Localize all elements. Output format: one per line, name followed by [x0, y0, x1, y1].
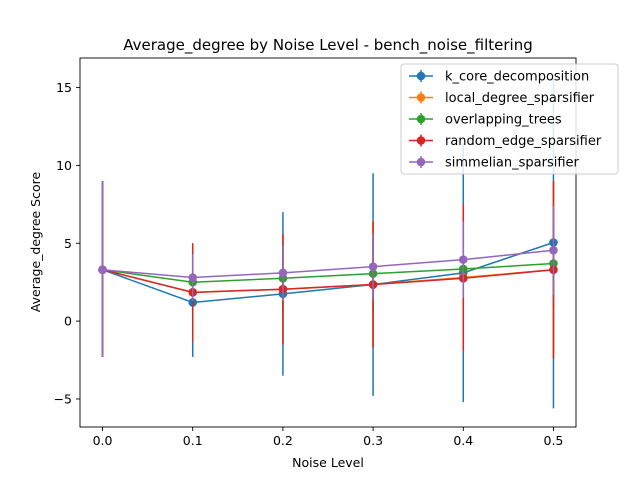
- legend-label: random_edge_sparsifier: [445, 134, 602, 149]
- y-tick-label: 10: [56, 158, 72, 173]
- legend-marker: [416, 136, 426, 145]
- x-tick-label: 0.1: [183, 433, 203, 448]
- legend-label: simmelian_sparsifier: [445, 156, 580, 171]
- legend: k_core_decomposition local_degree_sparsif…: [400, 63, 619, 175]
- legend-marker: [416, 93, 426, 102]
- legend-item: overlapping_trees: [409, 113, 562, 128]
- x-tick-label: 0.2: [273, 433, 293, 448]
- y-tick-label: 15: [56, 80, 72, 95]
- x-tick-label: 0.4: [453, 433, 473, 448]
- x-tick-label: 0.5: [544, 433, 564, 448]
- legend-label: local_degree_sparsifier: [445, 91, 595, 106]
- data-point: [278, 268, 288, 278]
- y-tick-label: 0: [64, 314, 72, 329]
- x-tick-label: 0.0: [93, 433, 113, 448]
- plot-area: [98, 78, 558, 409]
- legend-label: k_core_decomposition: [445, 70, 589, 85]
- legend-marker: [416, 114, 426, 124]
- legend-label: overlapping_trees: [445, 113, 562, 128]
- series-line: [102, 249, 554, 279]
- legend-item: random_edge_sparsifier: [409, 134, 602, 149]
- y-tick-label: −5: [54, 391, 72, 406]
- legend-marker: [416, 71, 426, 81]
- data-point: [188, 273, 198, 282]
- x-tick-label: 0.3: [363, 433, 383, 448]
- axes-frame: [79, 57, 577, 428]
- series-line: [102, 269, 554, 294]
- data-point: [98, 265, 107, 275]
- legend-marker: [416, 157, 426, 167]
- x-axis-label: Noise Level: [292, 455, 364, 470]
- series-line: [102, 262, 554, 283]
- axes: 0.0 0.1 0.2 0.3 0.4 0.5 −5 0 5 10 15: [54, 57, 577, 448]
- data-point: [458, 255, 468, 264]
- legend-item: k_core_decomposition: [409, 70, 589, 85]
- legend-item: simmelian_sparsifier: [409, 156, 580, 171]
- legend-item: local_degree_sparsifier: [409, 91, 595, 106]
- data-point: [549, 245, 558, 255]
- data-point: [368, 262, 378, 271]
- series-simmelian_sparsifier: [98, 181, 558, 357]
- y-tick-label: 5: [64, 236, 72, 251]
- y-axis-label: Average_degree Score: [28, 172, 43, 313]
- chart-title: Average_degree by Noise Level - bench_no…: [123, 36, 533, 55]
- legend-box: [400, 63, 619, 175]
